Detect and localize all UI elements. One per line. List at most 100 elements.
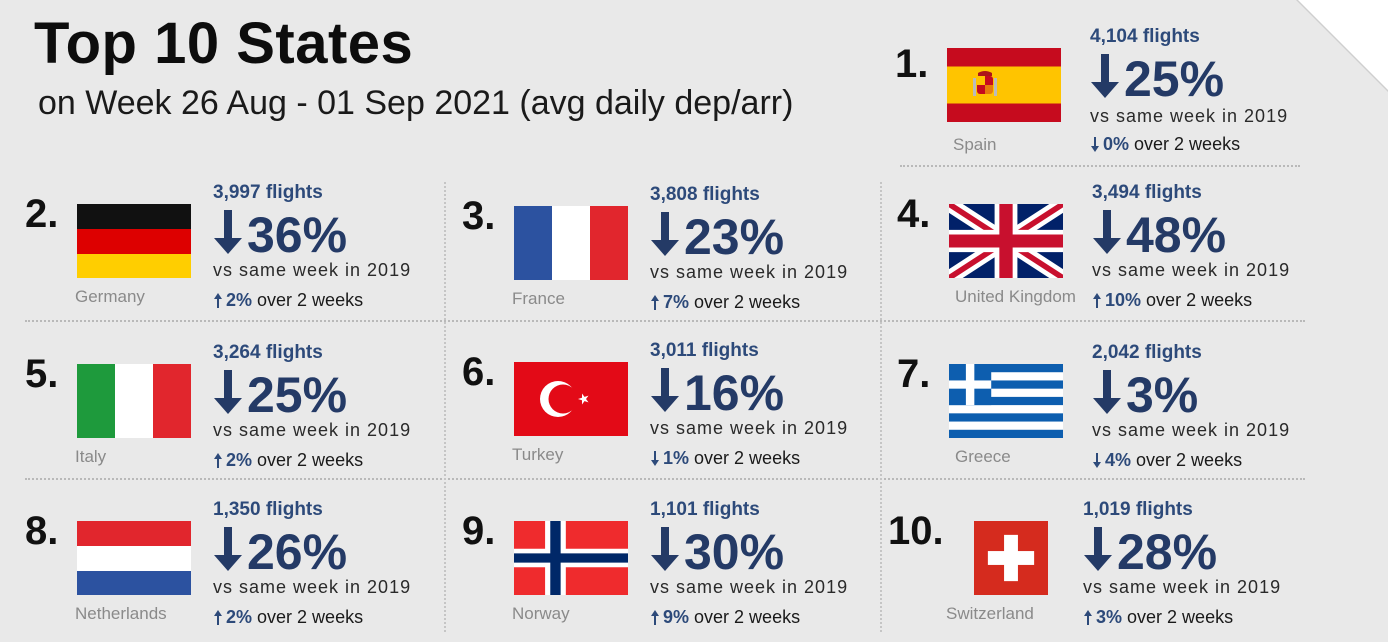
two-week-trend-caption: over 2 weeks bbox=[1146, 290, 1253, 310]
two-week-trend-value: 2% bbox=[226, 607, 253, 627]
two-week-trend-caption: over 2 weeks bbox=[694, 448, 801, 468]
two-week-trend: 9% over 2 weeks bbox=[650, 607, 800, 628]
change-vs-2019: 25% bbox=[211, 368, 347, 420]
rank-label: 10. bbox=[888, 509, 944, 553]
country-name: Switzerland bbox=[946, 604, 1034, 623]
change-vs-2019-value: 48% bbox=[1126, 207, 1227, 263]
small-arrow-down-icon bbox=[1091, 137, 1099, 152]
norway-flag bbox=[514, 521, 628, 595]
state-card: 10. Switzerland 1,019 flights 28% vs same we… bbox=[888, 497, 1328, 642]
change-vs-2019: 25% bbox=[1088, 52, 1224, 104]
state-card: 4. United Kingdom 3,494 flights 48% vs same … bbox=[897, 180, 1337, 330]
vs-2019-caption: vs same week in 2019 bbox=[650, 418, 849, 438]
two-week-trend-caption: over 2 weeks bbox=[1127, 607, 1234, 627]
state-card: 3. France 3,808 flights 23% vs same week in … bbox=[462, 182, 902, 332]
two-week-trend-caption: over 2 weeks bbox=[257, 450, 364, 470]
rank-label: 4. bbox=[897, 192, 931, 236]
arrow-down-icon bbox=[214, 210, 242, 254]
state-card: 2. Germany 3,997 flights 36% vs same week in… bbox=[25, 180, 465, 330]
uk-flag bbox=[949, 204, 1063, 278]
arrow-down-icon bbox=[651, 527, 679, 571]
turkey-flag bbox=[514, 362, 628, 436]
arrow-down-icon bbox=[1084, 527, 1112, 571]
flights-count: 3,011 flights bbox=[650, 340, 759, 361]
two-week-trend-value: 7% bbox=[663, 292, 690, 312]
change-vs-2019: 36% bbox=[211, 208, 347, 260]
change-vs-2019: 16% bbox=[648, 366, 784, 418]
two-week-trend-value: 2% bbox=[226, 450, 253, 470]
row-divider bbox=[25, 320, 1305, 322]
small-arrow-up-icon bbox=[1093, 293, 1101, 308]
page-subtitle: on Week 26 Aug - 01 Sep 2021 (avg daily … bbox=[38, 84, 794, 122]
change-vs-2019-value: 3% bbox=[1126, 367, 1199, 423]
vs-2019-caption: vs same week in 2019 bbox=[1092, 420, 1291, 440]
state-card: 7. Greece 2,042 flights 3% vs same week in 2… bbox=[897, 340, 1337, 490]
two-week-trend: 7% over 2 weeks bbox=[650, 292, 800, 313]
two-week-trend-value: 0% bbox=[1103, 134, 1130, 154]
small-arrow-down-icon bbox=[651, 451, 659, 466]
small-arrow-up-icon bbox=[214, 293, 222, 308]
country-name: Spain bbox=[953, 135, 997, 154]
two-week-trend: 3% over 2 weeks bbox=[1083, 607, 1233, 628]
change-vs-2019-value: 30% bbox=[684, 524, 785, 580]
flights-count: 3,264 flights bbox=[213, 342, 323, 363]
country-name: Norway bbox=[512, 604, 570, 623]
arrow-down-icon bbox=[1091, 54, 1119, 98]
country-name: Italy bbox=[75, 447, 107, 466]
small-arrow-up-icon bbox=[651, 610, 659, 625]
two-week-trend-value: 3% bbox=[1096, 607, 1123, 627]
small-arrow-down-icon bbox=[1093, 453, 1101, 468]
change-vs-2019: 23% bbox=[648, 210, 784, 262]
vs-2019-caption: vs same week in 2019 bbox=[650, 262, 849, 282]
rank-label: 3. bbox=[462, 194, 496, 238]
state-card: 8. Netherlands 1,350 flights 26% vs same wee… bbox=[25, 497, 465, 642]
change-vs-2019: 28% bbox=[1081, 525, 1217, 577]
country-name: United Kingdom bbox=[955, 287, 1076, 306]
state-card: 6. Turkey 3,011 flights 16% vs same week in … bbox=[462, 338, 902, 488]
change-vs-2019-value: 36% bbox=[247, 207, 348, 263]
two-week-trend-caption: over 2 weeks bbox=[1136, 450, 1243, 470]
column-divider bbox=[880, 182, 882, 632]
two-week-trend: 2% over 2 weeks bbox=[213, 607, 363, 628]
two-week-trend-value: 9% bbox=[663, 607, 690, 627]
rank-label: 5. bbox=[25, 352, 59, 396]
flights-count: 1,101 flights bbox=[650, 499, 760, 520]
arrow-down-icon bbox=[1093, 370, 1121, 414]
spain-flag bbox=[947, 48, 1061, 122]
two-week-trend-value: 2% bbox=[226, 290, 253, 310]
arrow-down-icon bbox=[651, 368, 679, 412]
rank-label: 1. bbox=[895, 42, 929, 86]
rank-label: 7. bbox=[897, 352, 931, 396]
vs-2019-caption: vs same week in 2019 bbox=[213, 420, 412, 440]
two-week-trend-value: 4% bbox=[1105, 450, 1132, 470]
vs-2019-caption: vs same week in 2019 bbox=[213, 260, 412, 280]
two-week-trend: 1% over 2 weeks bbox=[650, 448, 800, 469]
two-week-trend-caption: over 2 weeks bbox=[694, 292, 801, 312]
vs-2019-caption: vs same week in 2019 bbox=[1092, 260, 1291, 280]
flights-count: 4,104 flights bbox=[1090, 26, 1200, 47]
change-vs-2019-value: 26% bbox=[247, 524, 348, 580]
arrow-down-icon bbox=[214, 527, 242, 571]
two-week-trend: 0% over 2 weeks bbox=[1090, 134, 1240, 155]
france-flag bbox=[514, 206, 628, 280]
germany-flag bbox=[77, 204, 191, 278]
change-vs-2019: 48% bbox=[1090, 208, 1226, 260]
greece-flag bbox=[949, 364, 1063, 438]
two-week-trend: 2% over 2 weeks bbox=[213, 290, 363, 311]
page-title: Top 10 States bbox=[34, 11, 414, 76]
change-vs-2019: 3% bbox=[1090, 368, 1198, 420]
two-week-trend: 4% over 2 weeks bbox=[1092, 450, 1242, 471]
flights-count: 2,042 flights bbox=[1092, 342, 1202, 363]
vs-2019-caption: vs same week in 2019 bbox=[650, 577, 849, 597]
flights-count: 3,494 flights bbox=[1092, 182, 1202, 203]
flights-count: 3,997 flights bbox=[213, 182, 323, 203]
vs-2019-caption: vs same week in 2019 bbox=[1090, 106, 1289, 126]
small-arrow-up-icon bbox=[1084, 610, 1092, 625]
country-name: Germany bbox=[75, 287, 145, 306]
column-divider bbox=[444, 182, 446, 632]
small-arrow-up-icon bbox=[214, 453, 222, 468]
vs-2019-caption: vs same week in 2019 bbox=[1083, 577, 1282, 597]
italy-flag bbox=[77, 364, 191, 438]
arrow-down-icon bbox=[214, 370, 242, 414]
